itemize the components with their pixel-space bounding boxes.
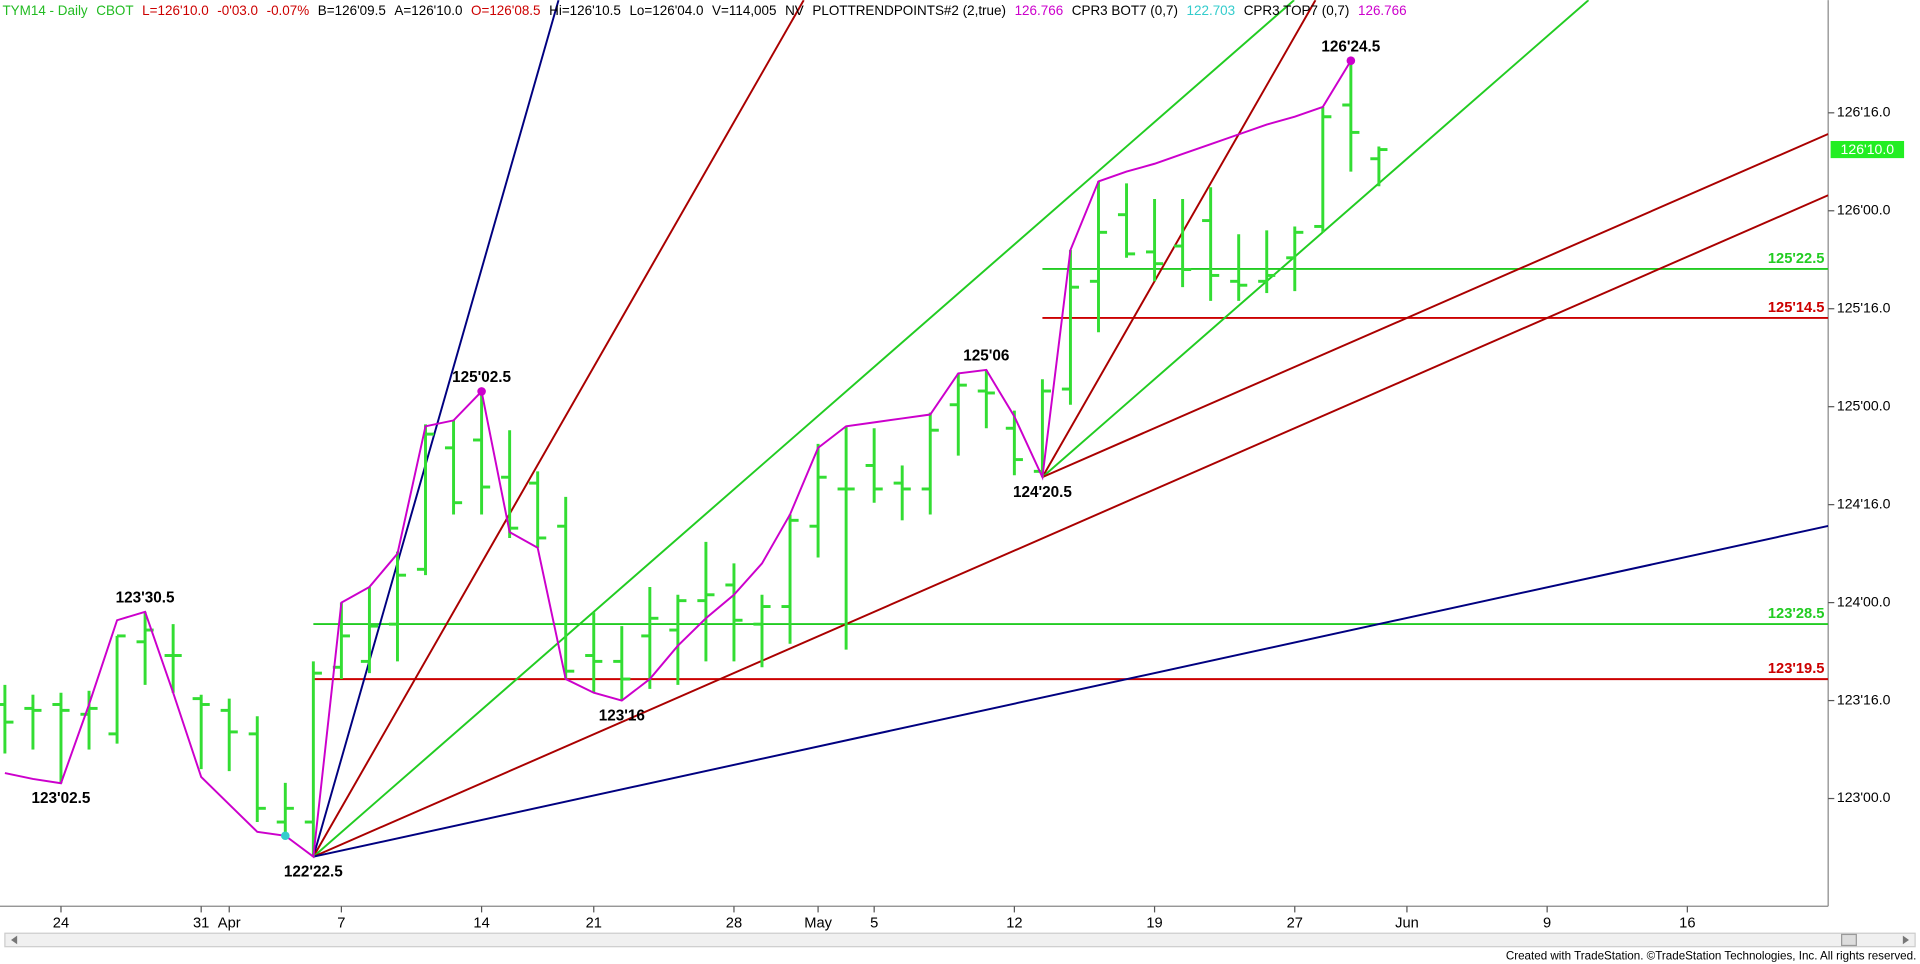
x-tick-label: 14 — [473, 915, 489, 931]
overlay-layer: 125'22.5 125'14.5 123'28.5 123'19.5 123'30.5… — [32, 38, 1825, 880]
y-tick-label: 123'00.0 — [1837, 789, 1891, 805]
header-item: 126.766 — [1015, 3, 1064, 18]
y-tick-label: 123'16.0 — [1837, 691, 1891, 707]
scroll-right[interactable] — [1902, 935, 1909, 945]
header-item: NV — [785, 3, 804, 18]
pivot-label: 122'22.5 — [284, 864, 343, 881]
header-item: O=126'08.5 — [471, 3, 541, 18]
pivot-marker — [281, 831, 290, 841]
header: TYM14 - Daily CBOT L=126'10.0 -0'03.0 -0.07%… — [2, 3, 1406, 18]
scrollbar[interactable] — [4, 932, 1916, 948]
scroll-thumb[interactable] — [1841, 933, 1857, 947]
pivot-label: 126'24.5 — [1321, 38, 1380, 55]
header-item: TYM14 - Daily — [2, 3, 87, 18]
x-tick-label: Jun — [1395, 915, 1419, 931]
x-tick-label: 9 — [1543, 915, 1551, 931]
pivot-marker — [1346, 56, 1356, 65]
header-item: -0.07% — [267, 3, 310, 18]
header-item: B=126'09.5 — [318, 3, 386, 18]
x-tick-label: 7 — [337, 915, 345, 931]
level-label: 125'22.5 — [1768, 251, 1825, 267]
scroll-track[interactable] — [4, 932, 1916, 948]
trend-line — [4, 60, 1352, 859]
pivot-label: 125'02.5 — [452, 369, 511, 386]
fan-line — [312, 0, 805, 858]
x-tick-label: 19 — [1146, 915, 1162, 931]
header-item: L=126'10.0 — [142, 3, 209, 18]
y-tick-label: 124'00.0 — [1837, 593, 1891, 609]
header-item: 122.703 — [1187, 3, 1236, 18]
x-tick-label: 27 — [1287, 915, 1303, 931]
scroll-left[interactable] — [11, 935, 18, 945]
x-tick-label: 5 — [870, 915, 878, 931]
level-label: 123'19.5 — [1768, 661, 1825, 677]
fan-line — [1042, 133, 1829, 479]
fan-line — [1041, 0, 1590, 478]
x-tick-label: 16 — [1679, 915, 1695, 931]
pivot-label: 125'06 — [963, 348, 1009, 365]
y-tick-label: 125'00.0 — [1837, 397, 1891, 413]
header-item: Hi=126'10.5 — [549, 3, 621, 18]
header-item: -0'03.0 — [217, 3, 258, 18]
y-tick-label: 124'16.0 — [1837, 495, 1891, 511]
level-label: 125'14.5 — [1768, 300, 1825, 316]
fan-line — [312, 194, 1829, 858]
header-item: CBOT — [96, 3, 133, 18]
fan-line — [313, 525, 1829, 858]
x-tick-label: 28 — [726, 915, 742, 931]
credit: Created with TradeStation. ©TradeStation… — [1506, 950, 1917, 963]
pivot-label: 123'02.5 — [32, 790, 91, 807]
x-tick-label: 12 — [1006, 915, 1022, 931]
x-tick-label: 31 — [193, 915, 209, 931]
last-price-box — [1830, 140, 1905, 159]
header-item: CPR3 TOP7 (0,7) — [1244, 3, 1350, 18]
fan-line — [312, 0, 560, 857]
last-price-label: 126'10.0 — [1841, 141, 1895, 157]
header-item: CPR3 BOT7 (0,7) — [1072, 3, 1178, 18]
level-label: 123'28.5 — [1768, 606, 1825, 622]
y-tick-label: 126'16.0 — [1837, 104, 1891, 120]
pivot-label: 123'16 — [599, 708, 645, 725]
header-item: 126.766 — [1358, 3, 1407, 18]
pivot-label: 123'30.5 — [116, 589, 175, 606]
x-tick-label: May — [804, 915, 832, 931]
y-tick-label: 125'16.0 — [1837, 299, 1891, 315]
x-tick-label: 24 — [53, 915, 69, 931]
y-tick-label: 126'00.0 — [1837, 201, 1891, 217]
header-item: A=126'10.0 — [394, 3, 462, 18]
pivot-label: 124'20.5 — [1013, 484, 1072, 501]
fan-line — [1041, 0, 1317, 478]
header-item: Lo=126'04.0 — [629, 3, 703, 18]
x-tick-label: Apr — [218, 915, 241, 931]
pivot-marker — [477, 387, 486, 396]
x-tick-label: 21 — [586, 915, 602, 931]
fan-line — [312, 0, 1295, 858]
header-item: PLOTTRENDPOINTS#2 (2,true) — [812, 3, 1006, 18]
plot-area — [0, 0, 1829, 859]
header-item: V=114,005 — [712, 3, 776, 18]
